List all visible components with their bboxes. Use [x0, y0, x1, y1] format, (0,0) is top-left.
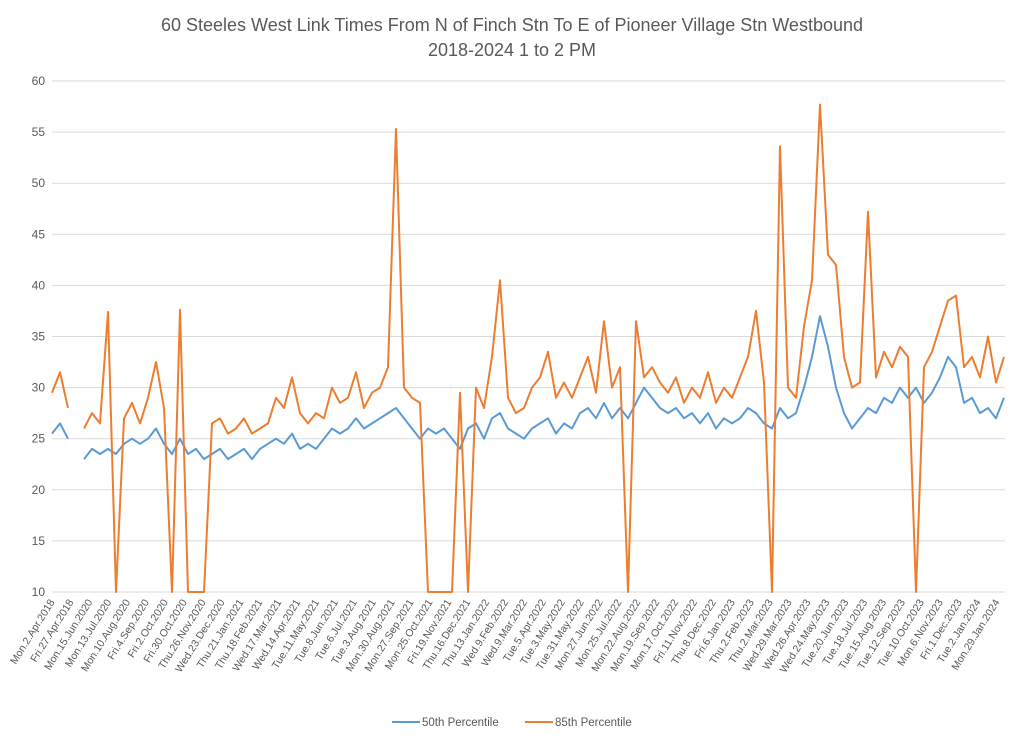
legend-label-50th: 50th Percentile	[422, 717, 499, 729]
legend: 50th Percentile 85th Percentile	[392, 717, 632, 729]
y-tick-label: 25	[32, 432, 46, 446]
y-tick-label: 55	[32, 125, 46, 139]
chart-title-line-1: 60 Steeles West Link Times From N of Fin…	[161, 15, 863, 35]
y-tick-label: 20	[32, 483, 46, 497]
y-tick-label: 15	[32, 534, 46, 548]
gridlines	[52, 80, 1005, 593]
y-tick-label: 35	[32, 330, 46, 344]
x-axis-ticks: Mon.2.Apr.2018Fri.27.Apr.2018Mon.15.Jun.…	[8, 597, 1003, 675]
y-tick-label: 45	[32, 227, 46, 241]
chart-title-line-2: 2018-2024 1 to 2 PM	[428, 40, 596, 60]
y-tick-label: 40	[32, 278, 46, 292]
y-tick-label: 10	[32, 585, 46, 599]
y-tick-label: 60	[32, 74, 46, 88]
series-line-50th-percentile	[51, 315, 1005, 461]
y-tick-label: 50	[32, 176, 46, 190]
series-line-85th-percentile	[51, 103, 1005, 593]
y-axis-ticks: 10 15 20 25 30 35 40 45 50 55 60	[32, 74, 46, 599]
legend-label-85th: 85th Percentile	[555, 717, 632, 729]
y-tick-label: 30	[32, 381, 46, 395]
series-lines	[51, 103, 1005, 593]
